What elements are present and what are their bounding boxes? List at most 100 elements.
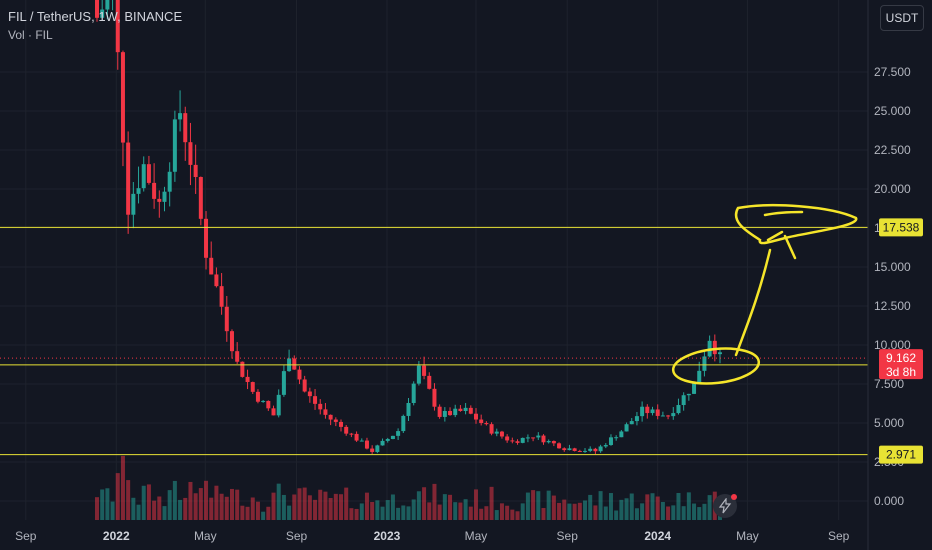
candle-body (541, 435, 546, 443)
candle-body (557, 443, 562, 449)
candle-body (406, 403, 411, 416)
x-tick-label: Sep (286, 529, 308, 543)
candle-body (598, 446, 603, 452)
candle-body (692, 382, 697, 394)
candle-body (193, 164, 198, 178)
candle-body (624, 424, 629, 432)
volume-bar (411, 499, 416, 520)
candle-body (427, 375, 432, 389)
candle-body (281, 371, 286, 395)
volume-bar (287, 505, 292, 520)
candle-body (546, 441, 551, 443)
volume-bar (629, 493, 634, 520)
volume-bar (401, 505, 406, 520)
candle-body (136, 188, 141, 194)
line-price-tag (879, 445, 923, 464)
line-price-label: 17.538 (883, 220, 920, 234)
candle-body (359, 440, 364, 442)
volume-bar (198, 488, 203, 520)
candle-body (120, 52, 125, 143)
candle-body (339, 421, 344, 427)
volume-bar (515, 511, 520, 520)
volume-bar (141, 485, 146, 520)
y-tick-label: 5.000 (874, 416, 904, 430)
volume-bar (385, 500, 390, 520)
candle-body (261, 400, 266, 402)
x-tick-label: May (465, 529, 488, 543)
candle-body (499, 431, 504, 437)
circle-annotation (671, 347, 761, 385)
candle-body (572, 448, 577, 451)
y-tick-label: 25.000 (874, 104, 911, 118)
volume-bar (380, 506, 385, 520)
candle-body (458, 408, 463, 412)
candle-body (645, 406, 650, 414)
volume-bar (692, 503, 697, 520)
volume-bar (603, 506, 608, 520)
volume-bar (364, 492, 369, 520)
candle-body (297, 369, 302, 380)
volume-bar (307, 495, 312, 520)
candle-body (380, 440, 385, 446)
volume-bar (105, 488, 110, 520)
chart-legend: FIL / TetherUS, 1W, BINANCE Vol · FIL (8, 8, 182, 44)
x-tick-label: Sep (828, 529, 850, 543)
candle-body (567, 448, 572, 451)
volume-bar (276, 483, 281, 520)
candle-body (666, 415, 671, 417)
countdown-label: 3d 8h (886, 365, 916, 379)
candle-body (686, 393, 691, 396)
volume-bar (650, 493, 655, 520)
y-tick-label: 20.000 (874, 182, 911, 196)
volume-bar (619, 499, 624, 520)
volume-bar (598, 491, 603, 520)
candle-body (172, 119, 177, 172)
volume-bar (655, 496, 660, 520)
flash-icon[interactable] (713, 494, 737, 518)
candle-body (614, 437, 619, 439)
candle-body (697, 370, 702, 383)
volume-bar (219, 493, 224, 520)
x-tick-label: May (194, 529, 217, 543)
notification-dot (731, 494, 737, 500)
candle-body (126, 142, 131, 215)
candle-body (531, 437, 536, 439)
volume-bar (115, 473, 120, 520)
candle-body (162, 191, 167, 202)
volume-bar (557, 502, 562, 520)
candle-body (494, 431, 499, 434)
volume-legend[interactable]: Vol · FIL (8, 28, 53, 42)
candle-body (718, 352, 722, 355)
volume-bar (136, 504, 141, 520)
candle-body (702, 356, 707, 371)
x-tick-label: 2022 (103, 529, 130, 543)
volume-bar (333, 493, 338, 520)
volume-bar (229, 488, 234, 520)
currency-unit-button[interactable]: USDT (880, 5, 924, 31)
volume-bar (214, 485, 219, 520)
volume-bar (608, 493, 613, 520)
candle-body (198, 177, 203, 219)
candle-body (95, 0, 99, 18)
candle-body (396, 431, 401, 436)
volume-bar (468, 506, 473, 520)
volume-bar (567, 503, 572, 520)
y-tick-label: 12.500 (874, 299, 911, 313)
time-axis: Sep 2022 May Sep 2023 May Sep 2024 May Sep (15, 529, 850, 543)
volume-bar (458, 502, 463, 520)
volume-bar (681, 506, 686, 520)
candle-body (536, 435, 541, 438)
volume-bar (271, 492, 276, 520)
volume-bar (292, 494, 297, 520)
candle-body (318, 403, 323, 410)
volume-bar (427, 502, 432, 520)
candle-body (100, 9, 105, 18)
candle-body (307, 391, 312, 397)
y-tick-label: 7.500 (874, 377, 904, 391)
volume-bar (95, 497, 99, 520)
volume-bar (520, 503, 525, 520)
candle-body (276, 394, 281, 416)
symbol-title[interactable]: FIL / TetherUS, 1W, BINANCE (8, 9, 183, 24)
volume-bar (494, 510, 499, 520)
